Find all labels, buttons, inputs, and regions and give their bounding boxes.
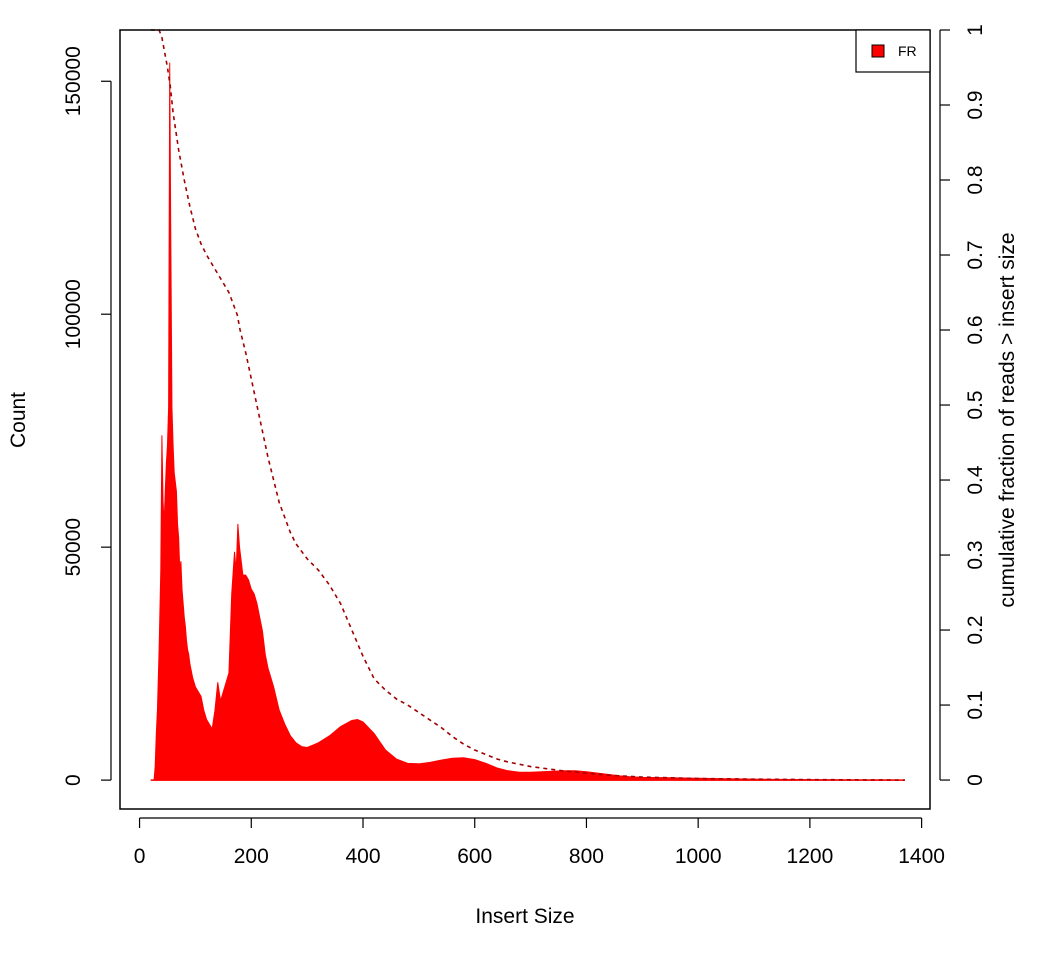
- legend-label-fr: FR: [898, 43, 917, 59]
- y-tick-label: 100000: [62, 279, 85, 349]
- x-tick-label: 1200: [787, 845, 834, 868]
- y2-tick-label: 0.1: [964, 690, 987, 719]
- y2-tick-label: 0.7: [964, 240, 987, 269]
- legend-swatch-fr: [871, 44, 885, 58]
- y2-tick-label: 0.6: [964, 315, 987, 344]
- y2-tick-label: 0.5: [964, 390, 987, 419]
- x-tick-label: 1000: [675, 845, 722, 868]
- x-tick-label: 600: [457, 845, 492, 868]
- x-tick-label: 1400: [898, 845, 945, 868]
- legend: FR: [855, 29, 931, 73]
- y-tick-label: 0: [62, 774, 85, 786]
- x-axis-title: Insert Size: [475, 905, 574, 928]
- legend-box: [855, 29, 931, 73]
- x-axis: 0 200 400 600 800 1000 1200 1400: [134, 817, 945, 868]
- y2-tick-label: 0.4: [964, 465, 987, 495]
- x-tick-label: 400: [345, 845, 380, 868]
- histogram-area-fr: [150, 62, 905, 781]
- x-tick-label: 0: [134, 845, 146, 868]
- y-axis-title: Count: [7, 392, 30, 448]
- y2-tick-label: 1: [964, 24, 987, 36]
- y-axis-right: 0 0.1 0.2 0.3 0.4 0.5 0.6 0.7 0.8 0.9 1: [939, 24, 987, 786]
- y2-tick-label: 0.9: [964, 90, 987, 119]
- y-axis-left: 0 50000 100000 150000: [62, 46, 112, 786]
- plot-layer: [150, 29, 905, 781]
- y-tick-label: 50000: [62, 518, 85, 576]
- plot-frame: [119, 29, 931, 810]
- y2-axis-title: cumulative fraction of reads > insert si…: [996, 232, 1019, 607]
- x-tick-label: 800: [569, 845, 604, 868]
- y2-tick-label: 0.3: [964, 540, 987, 569]
- y2-tick-label: 0.2: [964, 615, 987, 644]
- y-tick-label: 150000: [62, 46, 85, 116]
- cumulative-fraction-line: [150, 29, 905, 781]
- x-tick-label: 200: [234, 845, 269, 868]
- y2-tick-label: 0: [964, 774, 987, 786]
- y2-tick-label: 0.8: [964, 165, 987, 194]
